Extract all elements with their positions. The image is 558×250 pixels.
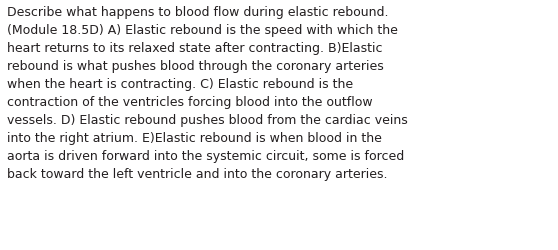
Text: Describe what happens to blood flow during elastic rebound.
(Module 18.5D) A) El: Describe what happens to blood flow duri… [7,6,407,180]
